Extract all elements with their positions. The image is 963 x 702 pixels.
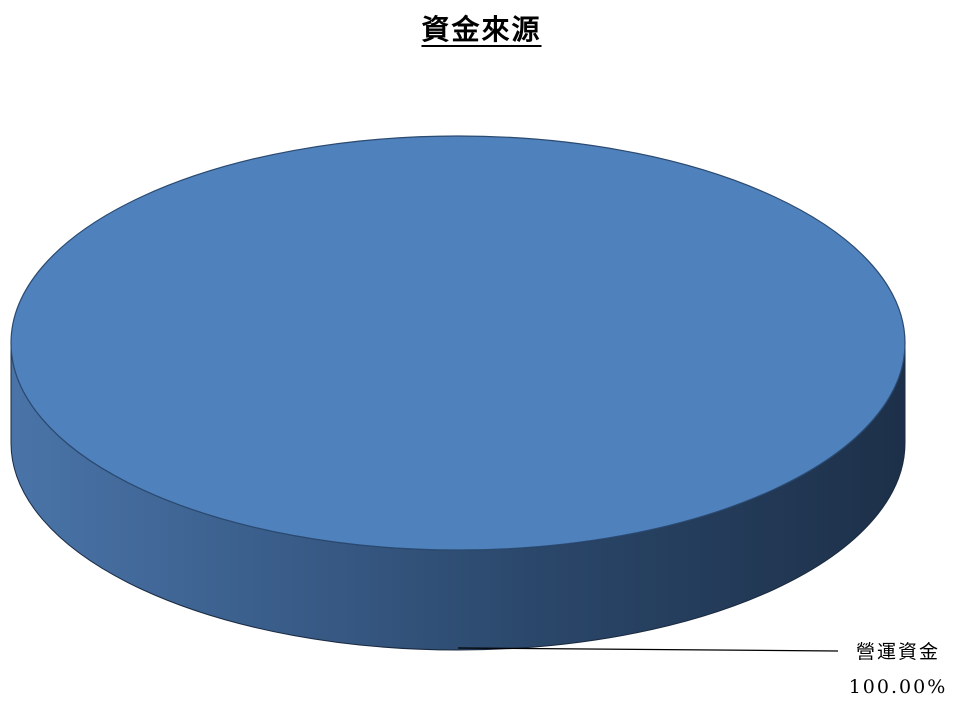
slice-percent-label: 100.00% xyxy=(849,676,948,698)
pie-slice-top xyxy=(10,135,906,551)
slice-label: 營運資金 xyxy=(856,641,940,663)
chart-title: 資金來源 xyxy=(421,13,542,46)
data-label-leader-line xyxy=(457,647,839,652)
